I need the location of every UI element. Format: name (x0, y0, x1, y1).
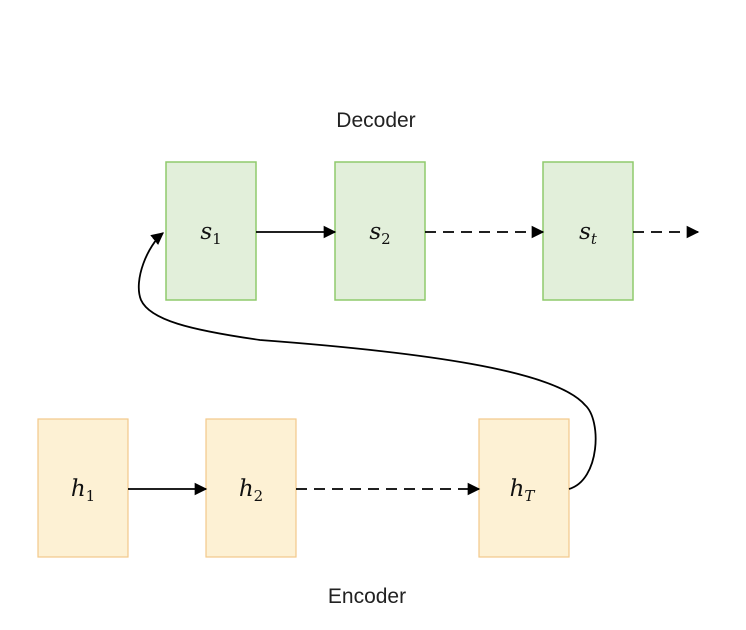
svg-text:s1: s1 (200, 219, 221, 248)
encoder-node-h1: h1 (37, 418, 129, 558)
decoder-node-symbol: s (200, 219, 212, 245)
decoder-node-symbol: s (579, 219, 591, 245)
encoder-node-subscript: T (524, 487, 535, 505)
decoder-node-s2: s2 (334, 161, 426, 301)
svg-text:h2: h2 (239, 476, 263, 505)
svg-text:s2: s2 (369, 219, 390, 248)
decoder-node-subscript: 1 (212, 230, 222, 248)
svg-text:h1: h1 (71, 476, 95, 505)
encoder-node-symbol: h (71, 476, 86, 502)
decoder-node-subscript: t (591, 230, 598, 248)
svg-text:st: st (579, 219, 598, 248)
encoder-node-subscript: 2 (254, 487, 264, 505)
decoder-node-subscript: 2 (381, 230, 391, 248)
context-arrow-hT-to-s1 (137, 232, 597, 490)
decoder-node-st: st (542, 161, 634, 301)
encoder-title: Encoder (328, 585, 406, 608)
decoder-node-s1: s1 (165, 161, 257, 301)
encoder-node-symbol: h (510, 476, 525, 502)
encoder-node-subscript: 1 (86, 487, 96, 505)
svg-text:hT: hT (510, 476, 536, 505)
decoder-title: Decoder (336, 109, 415, 132)
encoder-node-hT: hT (478, 418, 570, 558)
encoder-node-symbol: h (239, 476, 254, 502)
decoder-node-symbol: s (369, 219, 381, 245)
encoder-node-h2: h2 (205, 418, 297, 558)
